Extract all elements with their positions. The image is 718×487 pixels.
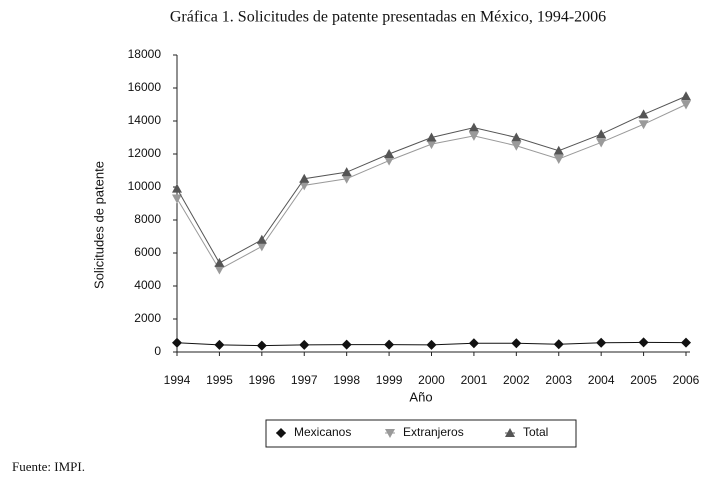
series-line [176,95,687,264]
chart-title: Gráfica 1. Solicitudes de patente presen… [170,9,606,26]
data-point [511,338,522,349]
x-tick-label: 2001 [461,373,488,387]
x-tick-label: 1996 [248,373,275,387]
x-tick-label: 1997 [291,373,318,387]
x-tick-label: 1994 [164,373,191,387]
y-tick-label: 10000 [128,179,162,193]
data-point [214,339,225,350]
x-tick-label: 2006 [673,373,700,387]
data-point [596,138,607,148]
data-point [172,337,182,348]
data-point [553,339,564,350]
data-point [681,100,691,110]
x-tick-label: 2004 [588,373,615,387]
data-point [596,337,607,348]
data-point [426,140,437,150]
data-point [511,132,522,142]
data-point [596,129,607,139]
source-note: Fuente: IMPI. [12,459,85,474]
y-tick-label: 18000 [128,47,162,61]
data-point [468,122,479,132]
x-tick-label: 2000 [418,373,445,387]
legend-marker [385,429,395,438]
data-point [638,120,649,130]
data-point [341,167,352,177]
data-point [384,339,395,350]
data-point [341,339,352,350]
data-point [553,145,564,155]
x-tick-label: 2005 [630,373,657,387]
data-point [426,339,437,350]
x-tick-label: 1999 [376,373,403,387]
legend-label: Total [523,425,548,439]
data-point [468,338,479,349]
y-tick-label: 4000 [134,278,161,292]
data-point [384,149,395,158]
data-point [426,132,437,142]
data-point [553,154,564,164]
data-point [214,257,225,267]
data-point [299,173,310,183]
x-tick-label: 1998 [333,373,360,387]
x-tick-label: 2003 [545,373,572,387]
data-point [172,183,182,193]
y-axis-label: Solicitudes de patente [91,161,106,289]
data-point [681,91,691,101]
data-point [511,141,522,151]
data-point [384,156,395,166]
data-point [468,131,479,141]
y-tick-label: 12000 [128,146,162,160]
y-tick-label: 8000 [134,212,161,226]
data-point [256,340,267,351]
data-point [256,242,267,252]
y-tick-label: 16000 [128,80,162,94]
y-tick-label: 6000 [134,245,161,259]
data-point [299,181,310,191]
data-point [341,174,352,184]
legend-label: Extranjeros [403,425,464,439]
data-point [299,339,310,350]
data-point [681,337,691,348]
y-tick-label: 2000 [134,311,161,325]
data-point [638,337,649,348]
data-point [638,109,649,119]
y-tick-label: 14000 [128,113,162,127]
y-tick-label: 0 [154,344,161,358]
x-tick-label: 1995 [206,373,233,387]
legend-box [265,419,577,448]
x-tick-label: 2002 [503,373,530,387]
data-point [256,234,267,244]
data-point [214,265,225,275]
legend-marker [505,428,515,437]
x-axis-label: Año [409,389,432,404]
legend-marker [276,428,286,438]
legend-label: Mexicanos [294,425,351,439]
data-point [172,194,182,204]
